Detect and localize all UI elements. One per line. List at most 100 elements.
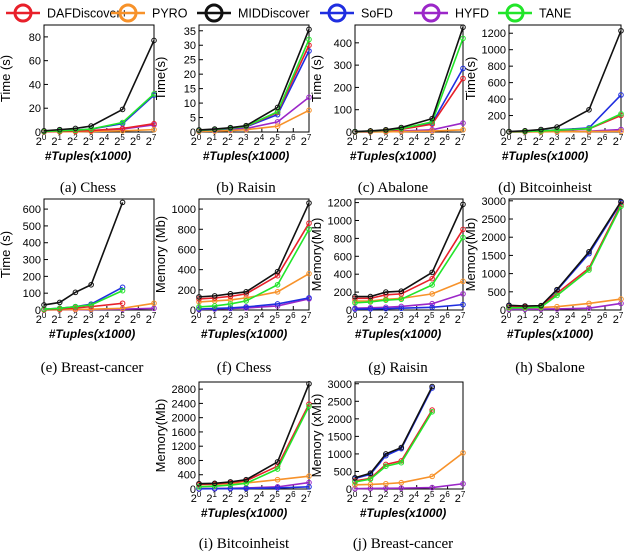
- legend: DAFDiscover+ PYRO MIDDiscover SoFD HYFD TANE: [6, 3, 571, 23]
- y-tick-label: 400: [178, 470, 196, 482]
- panel-caption: (e) Breast-cancer: [41, 360, 144, 376]
- data-point: [429, 282, 435, 288]
- y-axis-label: Memory (xMb): [309, 394, 324, 478]
- y-tick-label: 1000: [172, 204, 196, 216]
- series-line: [508, 201, 622, 307]
- y-tick-label: 30: [184, 40, 196, 52]
- x-tick-label: 26: [439, 490, 450, 505]
- y-axis-label: Time (s): [0, 231, 13, 278]
- data-point: [211, 126, 218, 132]
- data-point: [554, 127, 560, 133]
- x-tick-label: 21: [362, 311, 373, 326]
- data-point: [383, 289, 389, 295]
- y-tick-label: 800: [178, 224, 196, 236]
- y-tick-label: 1500: [328, 431, 352, 443]
- data-point: [460, 234, 466, 241]
- y-tick-label: 1600: [172, 427, 196, 439]
- data-point: [306, 295, 312, 301]
- y-axis-label: Time (s): [309, 55, 324, 102]
- y-tick-label: 300: [23, 255, 41, 267]
- data-point: [211, 293, 218, 299]
- y-tick-label: 200: [334, 287, 352, 299]
- data-point: [554, 292, 560, 299]
- series-line: [354, 26, 464, 133]
- legend-label: DAFDiscover+: [47, 7, 128, 21]
- data-point: [119, 199, 126, 206]
- series-line: [198, 403, 310, 486]
- data-point: [429, 409, 435, 415]
- series-dafdiscover: [196, 401, 312, 488]
- data-point: [383, 480, 389, 487]
- y-tick-label: 80: [29, 32, 41, 44]
- x-tick-label: 21: [206, 490, 217, 505]
- y-tick-label: 60: [29, 56, 41, 68]
- panel-caption: (i) Bitcoinheist: [199, 536, 290, 552]
- x-tick-label: 24: [254, 490, 265, 505]
- y-tick-label: 40: [29, 79, 41, 91]
- data-point: [306, 473, 312, 479]
- data-point: [618, 92, 624, 98]
- panel-caption: (b) Raisin: [216, 180, 276, 196]
- y-tick-label: 0: [500, 305, 506, 317]
- data-point: [119, 125, 126, 132]
- data-point: [211, 303, 218, 309]
- y-tick-label: 300: [334, 60, 352, 72]
- x-tick-label: 22: [222, 490, 233, 505]
- x-tick-label: 22: [533, 133, 544, 148]
- data-point: [306, 200, 312, 206]
- series-line: [354, 452, 464, 486]
- y-tick-label: 2000: [328, 414, 352, 426]
- y-tick-label: 1000: [328, 449, 352, 461]
- x-tick-label: 22: [67, 133, 78, 148]
- series-pyro: [352, 450, 466, 488]
- data-point: [429, 304, 435, 311]
- data-point: [460, 65, 466, 72]
- data-point: [367, 128, 374, 134]
- data-point: [119, 106, 126, 113]
- x-tick-label: 20: [347, 311, 358, 326]
- x-tick-label: 27: [455, 133, 466, 148]
- data-point: [306, 270, 312, 277]
- data-point: [274, 104, 281, 111]
- legend-marker: [204, 3, 224, 23]
- data-point: [383, 305, 389, 312]
- x-axis-label: #Tuples(x1000): [203, 149, 290, 163]
- series-line: [508, 94, 622, 133]
- x-tick-label: 22: [222, 311, 233, 326]
- series-line: [43, 289, 123, 310]
- data-point: [196, 127, 202, 133]
- x-tick-label: 20: [36, 311, 47, 326]
- data-point: [227, 124, 234, 131]
- series-line: [354, 386, 433, 479]
- x-tick-label: 27: [613, 133, 624, 148]
- y-tick-label: 1200: [482, 28, 506, 40]
- data-point: [227, 485, 234, 492]
- x-tick-label: 21: [362, 490, 373, 505]
- series-tane: [41, 287, 126, 312]
- y-tick-label: 800: [488, 61, 506, 73]
- series-line: [198, 44, 310, 132]
- y-axis-label: Time (s): [0, 55, 13, 102]
- y-axis-label: Memory(Mb): [309, 218, 324, 292]
- data-point: [554, 286, 560, 293]
- data-point: [306, 36, 312, 43]
- data-point: [306, 220, 312, 227]
- x-tick-label: 21: [517, 311, 528, 326]
- x-tick-label: 22: [378, 133, 389, 148]
- data-point: [151, 91, 157, 97]
- x-axis-label: #Tuples(x1000): [201, 327, 288, 341]
- data-point: [227, 301, 234, 307]
- x-tick-label: 20: [347, 133, 358, 148]
- panel-c: 0 100 200 300 400 20 21 22 23 24 25 26 27 #Tuples(x10…: [309, 24, 466, 196]
- series-dafdiscover: [196, 42, 312, 134]
- data-point: [398, 459, 405, 466]
- series-tane: [352, 409, 435, 485]
- data-point: [506, 302, 512, 309]
- y-tick-label: 0: [190, 127, 196, 139]
- data-point: [306, 107, 312, 114]
- y-tick-label: 20: [29, 103, 41, 115]
- y-tick-label: 600: [334, 251, 352, 263]
